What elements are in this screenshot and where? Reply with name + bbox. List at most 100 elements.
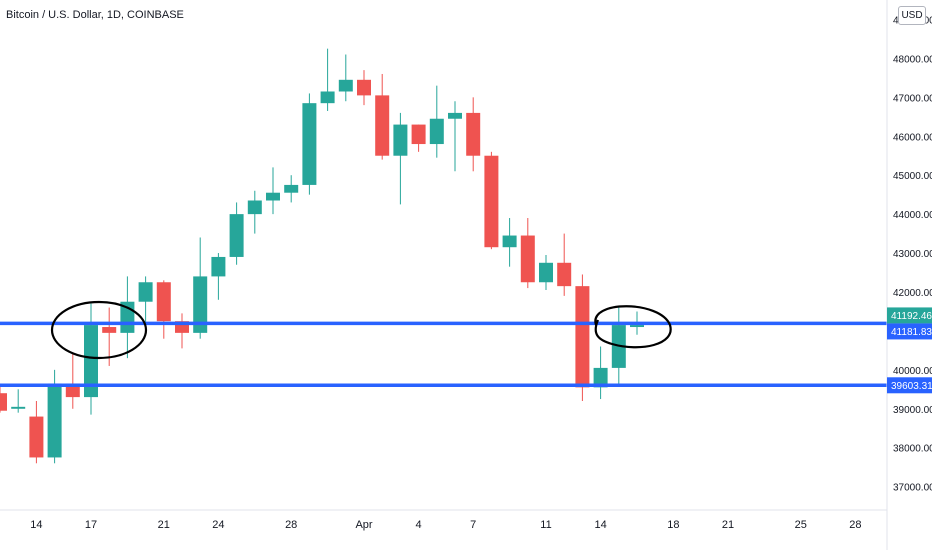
candle-body xyxy=(266,192,280,201)
candle-body xyxy=(211,256,226,277)
price-tick-label: 37000.00 xyxy=(893,483,932,494)
candle-body xyxy=(138,282,153,302)
candle-body xyxy=(47,383,62,458)
time-tick-label: 21 xyxy=(722,519,734,531)
candle-body xyxy=(84,325,98,398)
circle-annotation-left xyxy=(50,300,148,360)
candle[interactable] xyxy=(357,70,371,106)
time-tick-label: 24 xyxy=(212,519,224,531)
candle[interactable] xyxy=(156,280,171,339)
candle[interactable] xyxy=(266,167,280,215)
time-tick-label: 11 xyxy=(540,519,551,531)
time-tick-label: 17 xyxy=(85,519,97,531)
candle-body xyxy=(11,406,26,409)
currency-badge[interactable]: USD xyxy=(898,6,926,25)
candle[interactable] xyxy=(0,385,7,413)
candle-body xyxy=(393,124,408,156)
candle[interactable] xyxy=(320,48,335,111)
candle[interactable] xyxy=(175,313,189,349)
candle-body xyxy=(29,416,44,458)
price-tick-label: 38000.00 xyxy=(893,444,932,455)
candle[interactable] xyxy=(575,274,590,401)
candle[interactable] xyxy=(557,233,572,296)
candle[interactable] xyxy=(65,352,80,409)
circle-annotation-right xyxy=(594,305,672,349)
candle[interactable] xyxy=(539,255,553,291)
candle-body xyxy=(429,118,444,145)
price-tick-label: 44000.00 xyxy=(893,210,932,221)
candle[interactable] xyxy=(448,101,462,172)
price-label-text: 39603.31 xyxy=(891,381,932,392)
candle-body xyxy=(520,235,535,283)
candle-body xyxy=(448,112,462,119)
candle-body xyxy=(539,262,553,283)
candle[interactable] xyxy=(411,124,426,152)
time-tick-label: 7 xyxy=(470,519,476,531)
symbol-title[interactable]: Bitcoin / U.S. Dollar, 1D, COINBASE xyxy=(6,9,184,21)
candle-body xyxy=(357,79,371,96)
candle[interactable] xyxy=(393,112,408,205)
candle-body xyxy=(193,276,208,333)
candle[interactable] xyxy=(429,85,444,158)
price-tick-label: 43000.00 xyxy=(893,249,932,260)
price-tick-label: 48000.00 xyxy=(893,54,932,65)
annotations-layer xyxy=(50,300,672,360)
time-tick-label: 18 xyxy=(667,519,679,531)
time-tick-label: 4 xyxy=(416,519,422,531)
candle[interactable] xyxy=(338,54,353,102)
price-tick-label: 39000.00 xyxy=(893,405,932,416)
candle-body xyxy=(484,155,499,248)
candles-layer xyxy=(0,48,644,464)
price-label-bg xyxy=(887,307,932,324)
candle[interactable] xyxy=(593,346,608,400)
horizontal-lines-layer xyxy=(0,321,887,388)
candle[interactable] xyxy=(520,218,535,289)
price-label-bg xyxy=(887,323,932,340)
candle-body xyxy=(593,367,608,388)
candle-body xyxy=(229,214,244,257)
price-tick-label: 42000.00 xyxy=(893,288,932,299)
candle[interactable] xyxy=(502,218,517,267)
price-label-bg xyxy=(887,377,932,394)
candle[interactable] xyxy=(138,276,153,324)
candle-body xyxy=(247,200,262,215)
time-tick-label: 28 xyxy=(285,519,297,531)
candle[interactable] xyxy=(466,97,481,172)
candle-body xyxy=(302,103,317,185)
price-tick-label: 46000.00 xyxy=(893,132,932,143)
time-tick-label: Apr xyxy=(355,519,372,531)
time-tick-label: 14 xyxy=(30,519,42,531)
candle[interactable] xyxy=(102,307,117,366)
candle-body xyxy=(0,393,7,411)
time-axis[interactable]: 14 17 21 24 28 Apr 4 7 11 14 18 21 25 28 xyxy=(30,519,861,531)
candle-body xyxy=(156,282,171,322)
price-label-tag: 41181.83 xyxy=(887,323,932,340)
time-tick-label: 28 xyxy=(849,519,861,531)
candle-body xyxy=(575,286,590,388)
candle[interactable] xyxy=(211,253,226,300)
candle-body xyxy=(411,124,426,145)
price-label-text: 41192.46 xyxy=(891,311,932,322)
candle-body xyxy=(284,184,299,193)
candle[interactable] xyxy=(484,151,499,250)
time-tick-label: 21 xyxy=(158,519,170,531)
price-label-text: 41181.83 xyxy=(891,327,932,338)
price-tick-label: 47000.00 xyxy=(893,93,932,104)
candle[interactable] xyxy=(247,190,262,234)
candle-body xyxy=(102,327,117,333)
candle-body xyxy=(557,262,572,287)
price-tick-label: 40000.00 xyxy=(893,366,932,377)
candle[interactable] xyxy=(29,400,44,464)
candle-body xyxy=(502,235,517,248)
candle[interactable] xyxy=(302,93,317,195)
candle[interactable] xyxy=(229,202,244,265)
candle[interactable] xyxy=(375,73,390,160)
price-axis[interactable]: 37000.0038000.0039000.0040000.0041000.00… xyxy=(893,15,932,493)
price-label-tag: 39603.31 xyxy=(887,377,932,394)
candle[interactable] xyxy=(84,303,98,415)
candle-body xyxy=(375,95,390,156)
candle[interactable] xyxy=(11,389,26,413)
candle[interactable] xyxy=(284,175,299,203)
candle[interactable] xyxy=(120,276,135,359)
